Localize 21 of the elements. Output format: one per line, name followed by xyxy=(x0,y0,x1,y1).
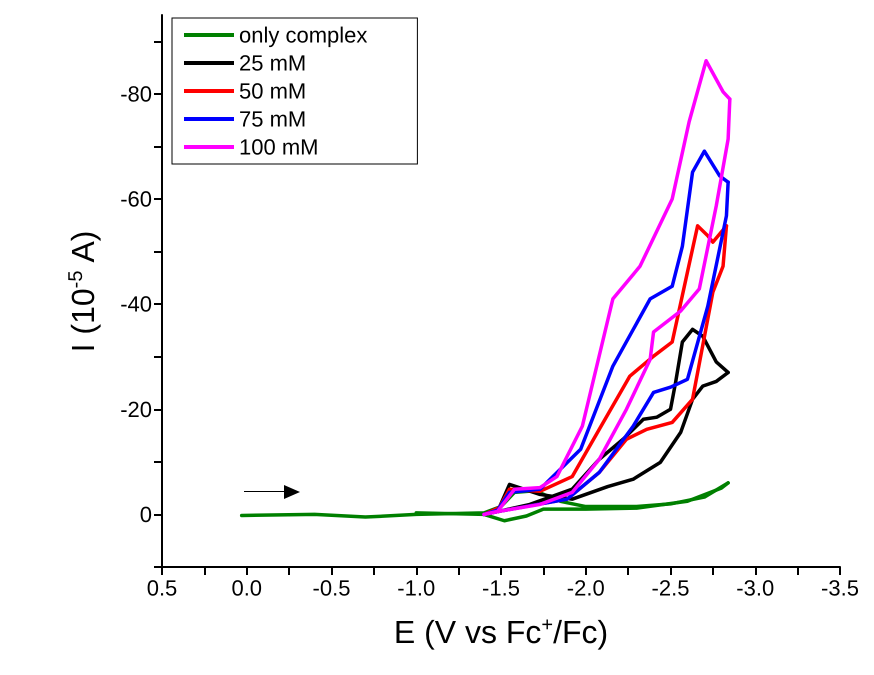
x-tick-label: -1.0 xyxy=(397,576,436,600)
legend-label: 100 mM xyxy=(239,134,318,160)
y-tick-label: -60 xyxy=(120,186,152,212)
x-tick-label: -3.5 xyxy=(821,576,859,600)
legend-label: only complex xyxy=(239,22,368,48)
y-axis-title: I (10-5 A) xyxy=(65,230,101,352)
legend-label: 75 mM xyxy=(239,106,306,132)
x-tick-label: -3.0 xyxy=(736,576,774,600)
y-tick-label: -80 xyxy=(120,81,152,106)
x-tick-label: 0.5 xyxy=(146,576,178,600)
x-tick-label: -0.5 xyxy=(312,576,350,600)
legend-label: 25 mM xyxy=(239,50,306,76)
y-tick-label: -40 xyxy=(120,292,152,317)
x-tick-label: -1.5 xyxy=(482,576,520,600)
legend-label: 50 mM xyxy=(239,78,306,104)
y-tick-label: 0 xyxy=(140,502,152,527)
x-axis-title: E (V vs Fc+/Fc) xyxy=(394,614,608,650)
y-tick-label: -20 xyxy=(120,396,152,422)
x-tick-label: -2.0 xyxy=(566,576,605,600)
x-tick-label: 0.0 xyxy=(231,576,262,600)
x-tick-label: -2.5 xyxy=(652,576,690,600)
